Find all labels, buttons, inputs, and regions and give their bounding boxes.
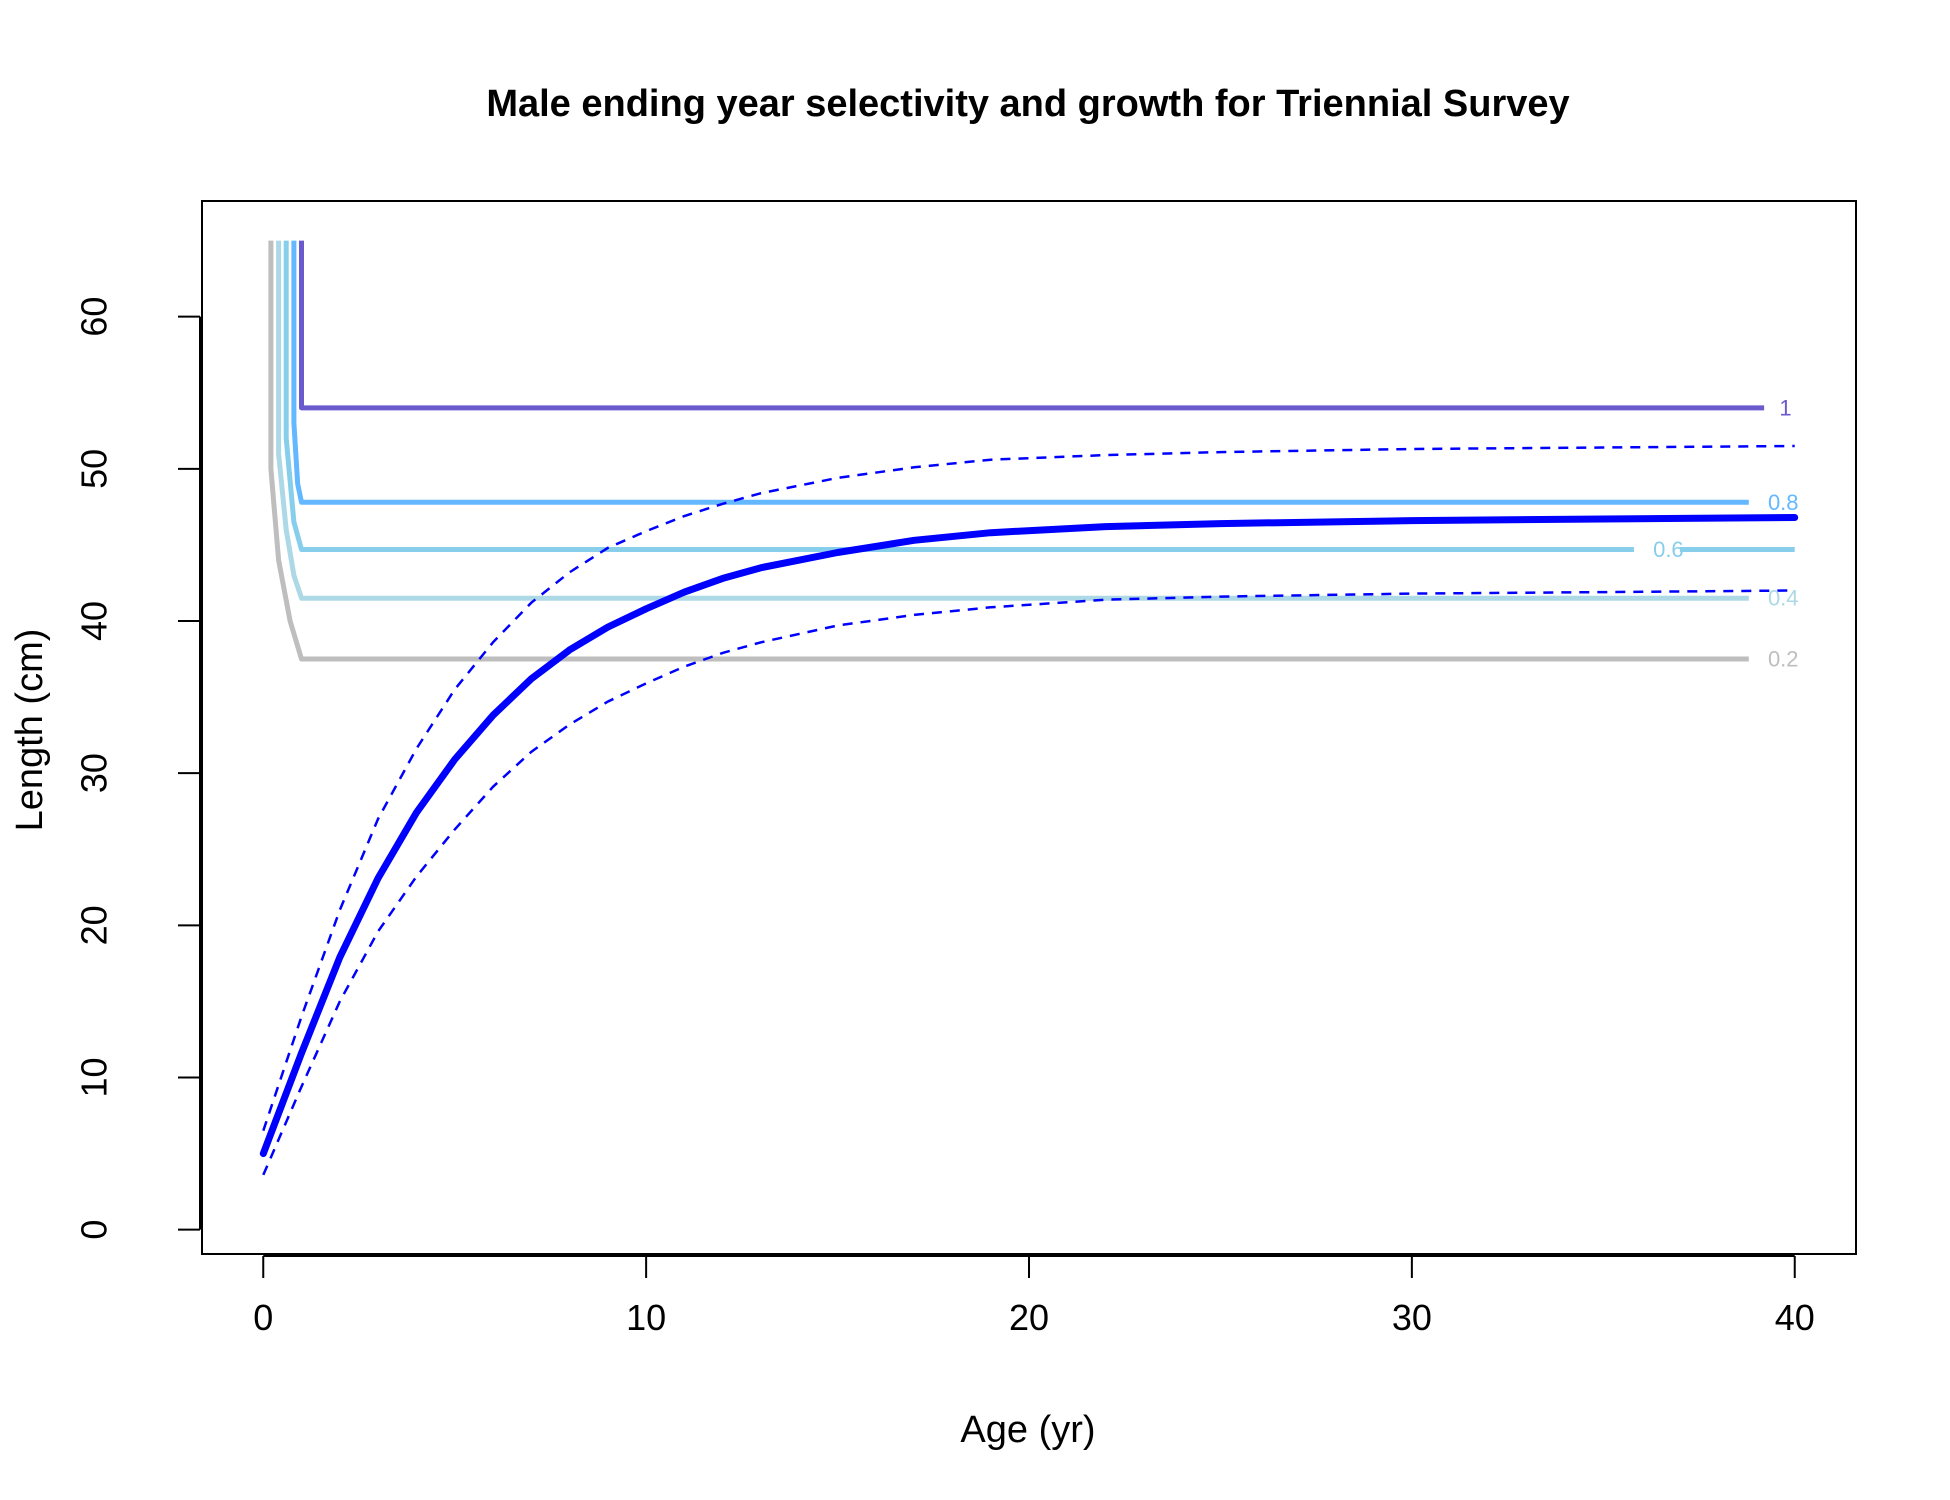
y-axis-label: Length (cm) <box>9 629 51 832</box>
contour-label-1: 1 <box>1779 395 1791 420</box>
y-axis: 0 10 20 30 40 50 60 <box>74 297 201 1240</box>
contour-line-0.4 <box>276 240 1749 601</box>
contour-label-0.8: 0.8 <box>1768 490 1799 515</box>
x-axis-label: Age (yr) <box>960 1409 1095 1451</box>
x-tick-label-20: 20 <box>1009 1297 1049 1338</box>
selectivity-contours <box>268 240 1795 662</box>
x-axis: 0 10 20 30 40 <box>253 1255 1815 1338</box>
y-tick-label-20: 20 <box>74 905 115 945</box>
contour-line-1 <box>299 240 1765 411</box>
x-tick-label-10: 10 <box>626 1297 666 1338</box>
y-tick-label-50: 50 <box>74 449 115 489</box>
contour-label-0.2: 0.2 <box>1768 647 1799 672</box>
x-tick-label-0: 0 <box>253 1297 273 1338</box>
contour-labels: 0.2 0.4 0.6 0.8 1 <box>1653 395 1798 671</box>
growth-mean-curve <box>259 514 1799 1158</box>
growth-lower-interval <box>262 589 1795 1176</box>
contour-label-0.4: 0.4 <box>1768 586 1799 611</box>
growth-curves <box>259 444 1799 1176</box>
contour-line-0.8 <box>291 240 1749 505</box>
contour-line-0.6 <box>283 240 1634 552</box>
plot-frame <box>201 200 1857 1255</box>
contour-label-0.6: 0.6 <box>1653 537 1684 562</box>
y-tick-label-60: 60 <box>74 297 115 337</box>
contour-line-0.2 <box>268 240 1749 662</box>
x-tick-label-40: 40 <box>1775 1297 1815 1338</box>
growth-upper-interval <box>262 444 1795 1132</box>
y-tick-label-10: 10 <box>74 1057 115 1097</box>
chart-title: Male ending year selectivity and growth … <box>486 83 1569 125</box>
x-tick-label-30: 30 <box>1392 1297 1432 1338</box>
y-tick-label-0: 0 <box>74 1220 115 1240</box>
y-tick-label-40: 40 <box>74 601 115 641</box>
y-tick-label-30: 30 <box>74 753 115 793</box>
